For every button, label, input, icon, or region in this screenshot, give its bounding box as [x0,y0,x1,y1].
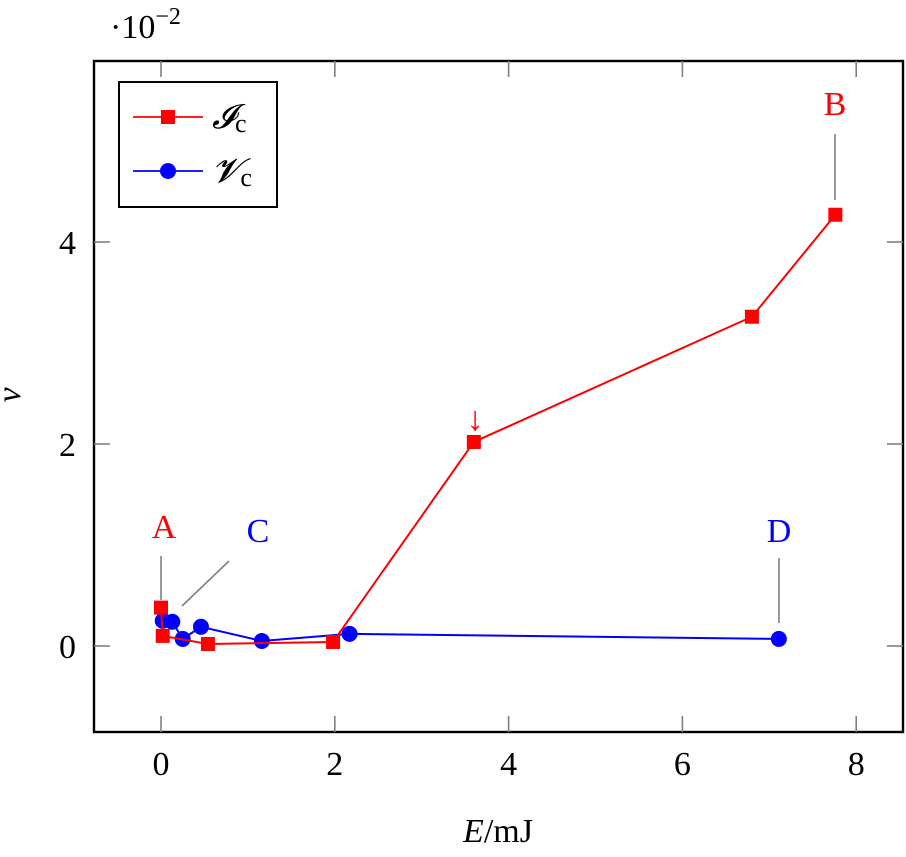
series-ic [154,207,843,651]
data-point [326,634,341,649]
circle-marker-icon [160,163,176,179]
data-point [466,434,481,449]
data-point [770,630,787,647]
x-tick-labels: 0 2 4 6 8 [153,746,865,783]
x-axis-title: E/mJ [462,813,533,850]
y-scale-factor: ·10−2 [110,4,181,46]
x-tick-label: 6 [674,746,691,783]
annotation-a: A [152,509,177,546]
x-tick-label: 8 [848,746,865,783]
series-vc [154,612,787,649]
data-point [164,613,181,630]
data-point [155,628,170,643]
arrow-down-icon: ↓ [467,401,484,438]
plot-frame [92,59,905,734]
axis-ticks [94,61,903,732]
y-tick-labels: 0 2 4 [59,225,76,666]
data-point [828,207,843,222]
pin-c [181,560,230,607]
x-tick-label: 4 [500,746,517,783]
data-point [253,632,270,649]
y-tick-label: 0 [59,629,76,666]
x-tick-label: 0 [153,746,170,783]
annotation-c: C [247,513,270,550]
data-point [200,636,215,651]
annotation-b: B [824,86,847,123]
legend: 𝓘c 𝓥c [118,81,278,208]
annotation-d: D [767,513,792,550]
square-marker-icon [161,110,175,124]
data-point [154,600,168,615]
y-tick-label: 2 [59,427,76,464]
legend-box [118,81,278,208]
annotation-pins [160,134,836,623]
y-axis-title: v [0,387,28,403]
series-line [160,214,837,645]
data-point [341,625,358,642]
data-point [192,618,209,635]
legend-label-ic: 𝓘c [212,99,247,138]
x-tick-label: 2 [326,746,343,783]
y-tick-label: 4 [59,225,76,262]
legend-item-ic: 𝓘c [133,99,247,138]
data-point [744,309,759,324]
